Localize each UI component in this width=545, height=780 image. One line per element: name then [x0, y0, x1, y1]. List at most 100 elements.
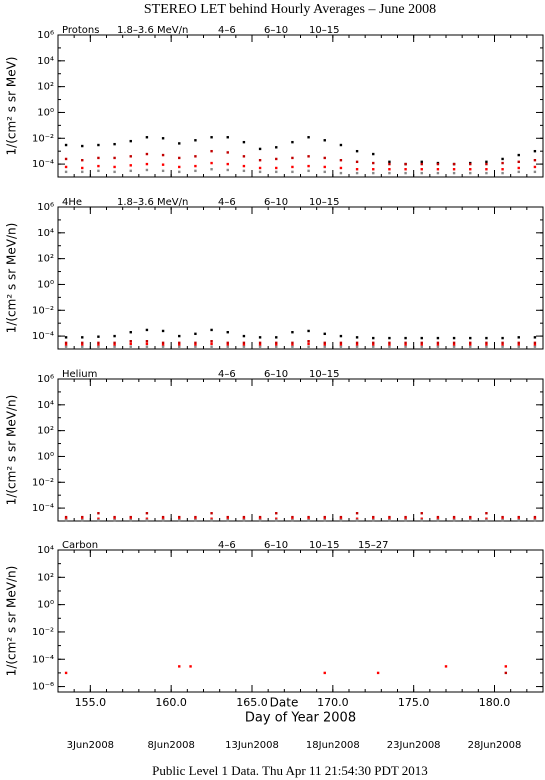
y-tick-label: 10⁴ — [37, 56, 54, 67]
data-point — [113, 156, 116, 160]
data-point — [113, 170, 116, 174]
data-point — [145, 340, 149, 343]
data-point — [436, 517, 440, 520]
data-point — [372, 171, 375, 175]
data-point — [339, 341, 343, 345]
data-point — [469, 345, 472, 348]
data-point — [145, 136, 149, 139]
data-point — [469, 336, 472, 340]
data-point — [372, 161, 375, 165]
data-point — [404, 518, 407, 522]
legend-entry: 6–10 — [264, 369, 288, 380]
data-point — [64, 517, 68, 520]
data-point — [97, 517, 100, 520]
data-point — [388, 343, 391, 347]
data-point — [436, 515, 440, 519]
data-point — [404, 517, 407, 520]
data-point — [64, 518, 68, 522]
legend-entry: 4–6 — [218, 25, 236, 36]
data-point — [129, 340, 132, 343]
data-point — [420, 343, 423, 347]
data-point — [291, 170, 294, 174]
plot-frame — [57, 378, 544, 522]
data-point — [81, 518, 84, 522]
data-point — [113, 142, 116, 146]
data-point — [242, 155, 246, 158]
data-point — [436, 341, 440, 345]
legend-entry: 10–15 — [309, 369, 339, 380]
y-tick-label: 10⁻² — [32, 477, 54, 488]
data-point — [275, 336, 278, 339]
data-point — [275, 170, 278, 174]
data-point — [307, 340, 310, 343]
data-point — [97, 169, 100, 173]
y-tick-label: 10⁴ — [37, 545, 54, 556]
data-point — [436, 162, 440, 166]
data-point — [145, 328, 149, 332]
data-point — [485, 171, 488, 175]
panel-label: Helium — [62, 369, 97, 380]
data-point — [420, 518, 423, 522]
data-point — [339, 143, 343, 147]
data-point — [161, 163, 165, 166]
data-point — [485, 518, 488, 522]
data-point — [420, 512, 423, 515]
data-point — [323, 165, 326, 169]
data-point — [64, 515, 68, 519]
data-point — [97, 518, 100, 522]
data-point — [161, 343, 165, 347]
data-point — [323, 515, 326, 519]
data-point — [161, 169, 165, 173]
date-tick-label: 23Jun2008 — [387, 740, 441, 751]
data-point — [452, 171, 456, 175]
data-point — [339, 518, 343, 522]
data-point — [178, 341, 181, 345]
data-point — [420, 336, 423, 340]
data-point — [355, 149, 359, 153]
data-point — [258, 518, 262, 522]
data-point — [404, 341, 407, 345]
date-axis-label: Date — [270, 696, 299, 710]
data-point — [355, 512, 359, 515]
data-point — [323, 517, 326, 520]
data-point — [178, 518, 181, 522]
legend-entry: 4–6 — [218, 369, 236, 380]
data-point — [210, 168, 213, 171]
data-point — [129, 139, 132, 143]
data-point — [436, 168, 440, 171]
data-point — [517, 166, 520, 170]
data-point — [194, 517, 197, 520]
data-point — [194, 155, 197, 158]
y-tick-label: 10⁰ — [37, 600, 54, 611]
data-point — [226, 136, 229, 139]
data-point — [226, 168, 229, 172]
data-point — [323, 341, 326, 345]
data-point — [307, 517, 310, 520]
y-tick-label: 10⁻⁴ — [32, 331, 54, 342]
data-point — [145, 345, 149, 348]
data-point — [420, 171, 423, 175]
data-point — [145, 342, 149, 346]
data-point — [404, 336, 407, 340]
panel-label: Carbon — [62, 540, 98, 551]
data-point — [420, 345, 423, 348]
data-point — [145, 152, 149, 156]
data-point — [436, 518, 440, 522]
data-point — [81, 336, 84, 339]
data-point — [533, 336, 537, 339]
data-point — [372, 518, 375, 522]
data-point — [517, 160, 520, 164]
data-point — [258, 341, 262, 345]
data-point — [145, 518, 149, 522]
data-point — [501, 345, 504, 348]
data-point — [388, 336, 391, 340]
data-point — [113, 343, 116, 347]
data-point — [452, 341, 456, 345]
y-tick-label: 10⁻² — [32, 627, 54, 638]
data-point — [469, 517, 472, 520]
data-point — [339, 166, 343, 170]
data-point — [404, 345, 407, 348]
y-tick-label: 10⁰ — [37, 279, 54, 290]
data-point — [258, 515, 262, 519]
data-point — [339, 515, 343, 519]
